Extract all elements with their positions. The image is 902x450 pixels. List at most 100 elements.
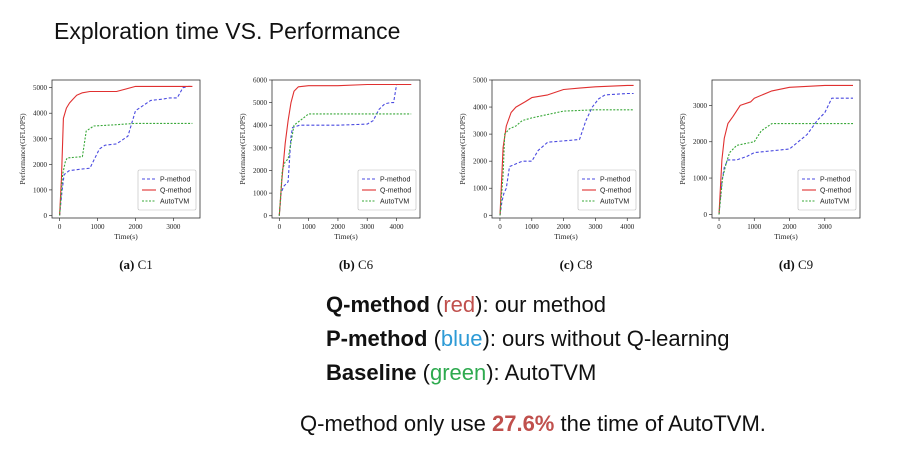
legend-open: ( <box>427 326 441 351</box>
caption-letter: (a) <box>119 257 135 272</box>
y-tick-label: 5000 <box>253 99 268 107</box>
series-line-p-method <box>278 83 412 216</box>
caption-c1: (a) C1 <box>56 257 216 273</box>
y-tick-label: 3000 <box>253 144 268 152</box>
legend-entry-label: P-method <box>820 177 850 184</box>
plot-frame <box>491 79 641 219</box>
x-tick-label: 0 <box>58 223 62 231</box>
caption-letter: (b) <box>338 257 355 272</box>
legend-entry-label: AutoTVM <box>600 199 629 206</box>
series-line-p-method <box>499 92 634 216</box>
series-line-autotvm <box>718 123 853 215</box>
chart-c1: 0 1000 2000 3000 0 1000 2000 3000 4000 5000 Time(s… <box>12 70 208 268</box>
chart-svg: 0 1000 2000 3000 4000 0 1000 2000 3000 4000 5000 60… <box>238 77 421 241</box>
legend-entry-label: P-method <box>380 177 410 184</box>
x-tick-label: 4000 <box>390 223 405 231</box>
y-tick-label: 3000 <box>693 102 708 110</box>
x-tick-label: 0 <box>278 223 282 231</box>
legend-entry-label: Q-method <box>160 188 191 195</box>
x-tick-label: 2000 <box>557 223 572 231</box>
plot-frame <box>711 79 861 219</box>
legend-method-name: Baseline <box>326 360 417 385</box>
legend-box <box>577 169 637 211</box>
series-line-q-method <box>59 85 193 216</box>
method-legend-text: Q-method (red): our method P-method (blu… <box>326 288 730 390</box>
series-line-q-method <box>499 84 634 216</box>
x-tick-label: 1000 <box>91 223 106 231</box>
x-tick-label: 1000 <box>525 223 540 231</box>
series-line-q-method <box>718 84 853 215</box>
y-tick-label: 5000 <box>473 77 488 85</box>
legend-entry-label: AutoTVM <box>380 199 409 206</box>
y-axis-label: Performance(GFLOPS) <box>238 113 247 185</box>
series-line-autotvm <box>278 113 412 216</box>
summary-text: Q-method only use 27.6% the time of Auto… <box>300 411 766 437</box>
series-line-autotvm <box>499 109 634 216</box>
caption-c6: (b) C6 <box>276 257 436 273</box>
y-tick-label: 2000 <box>693 138 708 146</box>
legend-open: ( <box>429 292 444 317</box>
x-tick-label: 3000 <box>166 223 181 231</box>
x-tick-label: 3000 <box>818 223 833 231</box>
series-line-autotvm <box>59 122 193 216</box>
caption-name: C1 <box>137 257 153 272</box>
y-tick-label: 0 <box>44 212 48 220</box>
series-line-q-method <box>278 83 412 216</box>
legend-description: ): our method <box>475 292 606 317</box>
legend-color-word: green <box>429 360 487 385</box>
legend-entry-label: Q-method <box>600 188 631 195</box>
legend-entry-label: AutoTVM <box>160 199 189 206</box>
y-tick-label: 2000 <box>473 158 488 166</box>
chart-svg: 0 1000 2000 3000 4000 0 1000 2000 3000 4000 5000 Ti… <box>458 77 641 241</box>
y-tick-label: 6000 <box>253 77 268 85</box>
caption-letter: (d) <box>778 257 795 272</box>
summary-after: the time of AutoTVM. <box>554 411 766 436</box>
y-tick-label: 5000 <box>33 84 48 92</box>
chart-svg: 0 1000 2000 3000 0 1000 2000 3000 Time(s) Perform… <box>678 79 861 241</box>
legend-entry-label: Q-method <box>380 188 411 195</box>
y-tick-label: 2000 <box>253 167 268 175</box>
chart-c9: 0 1000 2000 3000 0 1000 2000 3000 Time(s) Perform… <box>672 70 868 268</box>
legend-description: ): AutoTVM <box>486 360 597 385</box>
y-axis-label: Performance(GFLOPS) <box>18 113 27 185</box>
legend-line-p-method: P-method (blue): ours without Q-learning <box>326 322 730 356</box>
x-tick-label: 2000 <box>783 223 798 231</box>
legend-entry-label: AutoTVM <box>820 199 849 206</box>
x-tick-label: 4000 <box>620 223 635 231</box>
legend-entry-label: P-method <box>600 177 630 184</box>
y-axis-label: Performance(GFLOPS) <box>678 113 687 185</box>
chart-c6: 0 1000 2000 3000 4000 0 1000 2000 3000 4000 5000 60… <box>232 70 428 268</box>
x-tick-label: 2000 <box>128 223 143 231</box>
x-tick-label: 0 <box>717 223 721 231</box>
legend-entry-label: P-method <box>160 177 190 184</box>
y-tick-label: 1000 <box>473 185 488 193</box>
y-tick-label: 4000 <box>33 110 48 118</box>
x-tick-label: 0 <box>498 223 502 231</box>
legend-box <box>797 169 857 211</box>
y-tick-label: 4000 <box>253 122 268 130</box>
y-tick-label: 1000 <box>33 186 48 194</box>
legend-line-baseline: Baseline (green): AutoTVM <box>326 356 730 390</box>
legend-line-q-method: Q-method (red): our method <box>326 288 730 322</box>
y-tick-label: 2000 <box>33 161 48 169</box>
x-tick-label: 1000 <box>302 223 317 231</box>
legend-color-word: blue <box>440 326 483 351</box>
legend-entry-label: Q-method <box>820 188 851 195</box>
x-axis-label: Time(s) <box>114 232 138 241</box>
legend-box <box>137 169 197 211</box>
y-tick-label: 0 <box>704 211 708 219</box>
legend-open: ( <box>416 360 430 385</box>
x-axis-label: Time(s) <box>334 232 358 241</box>
summary-highlight: 27.6% <box>491 411 555 436</box>
y-tick-label: 1000 <box>253 190 268 198</box>
caption-c9: (d) C9 <box>716 257 876 273</box>
legend-color-word: red <box>443 292 476 317</box>
caption-name: C9 <box>797 257 814 272</box>
chart-c8: 0 1000 2000 3000 4000 0 1000 2000 3000 4000 5000 Ti… <box>452 70 648 268</box>
caption-letter: (c) <box>559 257 574 272</box>
x-axis-label: Time(s) <box>554 232 578 241</box>
y-tick-label: 0 <box>264 212 268 220</box>
series-line-p-method <box>59 85 193 216</box>
chart-svg: 0 1000 2000 3000 0 1000 2000 3000 4000 5000 Time(s… <box>18 79 201 241</box>
plot-frame <box>271 79 421 219</box>
